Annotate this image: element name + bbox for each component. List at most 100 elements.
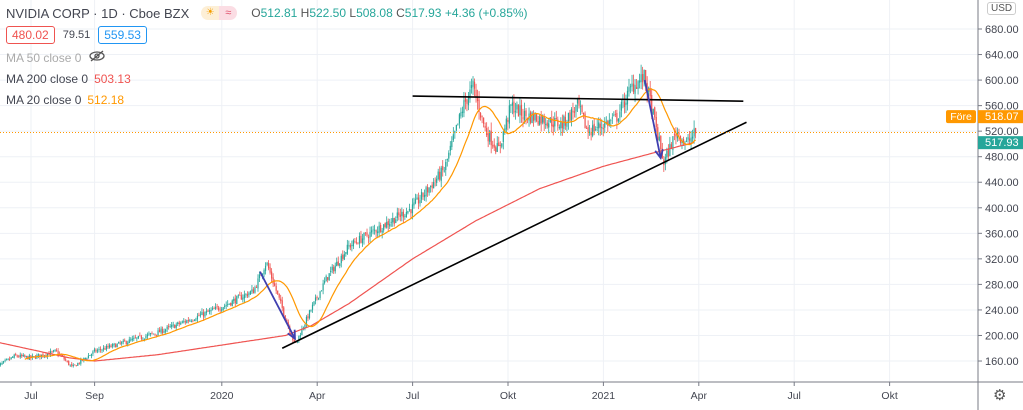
candle-body [349,245,351,248]
candle-body [146,334,149,337]
indicator-label: MA 50 close 0 [6,50,82,65]
buy-button[interactable]: 559.53 [98,26,147,44]
candle-body [263,270,265,275]
candle-body [48,353,50,355]
candle-body [10,357,12,359]
candle-body [490,130,492,146]
candle-body [593,123,595,132]
candle-body [319,291,321,298]
candle-body [124,340,126,342]
candle-body [383,224,385,231]
trendline [281,121,747,349]
candle-body [380,224,382,232]
candle-body [402,211,404,218]
sell-button[interactable]: 480.02 [6,26,55,44]
indicator-ma50[interactable]: MA 50 close 0 [6,47,528,68]
indicator-ma200[interactable]: MA 200 close 0 503.13 [6,68,528,89]
candle-body [68,360,70,365]
candle-body [452,134,454,141]
candle-body [549,117,551,123]
candle-body [454,131,456,134]
candle-body [234,298,236,304]
candle-body [595,129,597,131]
candle-body [142,338,144,340]
candle-body [596,127,598,129]
candle-body [118,342,120,344]
candle-body [420,191,423,200]
candle-body [672,136,674,151]
candle-body [313,301,315,305]
candle-body [487,133,489,142]
settings-gear-icon[interactable]: ⚙ [993,387,1007,404]
candle-body [442,166,444,171]
time-tick-label: Apr [309,390,326,402]
candle-body [122,340,124,343]
candle-body [584,113,586,129]
candle-body [557,119,559,127]
candle-body [9,358,11,360]
candle-body [325,276,327,282]
candle-body [366,232,368,236]
currency-label[interactable]: USD [987,2,1017,15]
candle-body [363,232,365,240]
candle-body [669,143,671,156]
candle-body [249,291,252,295]
time-tick-label: Apr [691,390,708,402]
price-tick-label: 520.00 [985,126,1019,138]
candle-body [55,350,58,352]
status-badges[interactable]: ☀ ≈ [201,6,238,20]
candle-body [12,357,14,358]
candle-body [316,296,318,299]
indicator-value: 512.18 [87,92,125,107]
candle-body [589,131,591,133]
candle-body [254,287,256,293]
candle-body [604,122,606,128]
candle-body [378,225,380,233]
candle-body [582,112,585,115]
candle-body [18,356,20,358]
hidden-eye-icon[interactable] [89,50,106,65]
candle-body [695,127,697,134]
price-tick-label: 680.00 [985,24,1019,36]
close-value: 517.93 +4.36 (+0.85%) [404,6,528,20]
candle-body [34,356,36,359]
candle-body [523,110,526,121]
candle-body [513,101,515,114]
candle-body [327,277,329,280]
indicator-ma20[interactable]: MA 20 close 0 512.18 [6,89,528,110]
candle-body [227,304,229,305]
candle-body [331,266,333,271]
delayed-data-icon: ≈ [219,6,238,20]
candle-body [112,344,114,347]
candle-body [181,321,183,323]
time-tick-label: Okt [881,390,897,402]
candle-body [236,296,238,305]
indicator-label: MA 20 close 0 [6,92,82,107]
candle-body [617,118,619,122]
candle-body [357,243,359,245]
candle-body [575,105,577,112]
candle-body [531,112,533,123]
candle-body [96,350,99,352]
price-tick-label: 600.00 [985,75,1019,87]
price-tick-label: 280.00 [985,279,1019,291]
candle-body [196,315,199,320]
candle-body [98,349,100,350]
candle-body [281,300,283,308]
pre-market-price-tag [978,110,1023,124]
candle-body [545,124,547,125]
symbol-title[interactable]: NVIDIA CORP · 1D · Cboe BZX [6,5,190,21]
candle-body [691,136,694,139]
candle-body [187,320,189,322]
candle-body [110,345,112,347]
candle-body [90,354,93,356]
candle-body [625,102,627,105]
last-price-tag [978,136,1023,150]
candle-body [602,127,604,130]
candle-body [267,263,270,269]
candle-body [116,343,118,347]
candle-body [7,358,9,360]
candle-body [635,87,638,89]
candle-body [78,362,80,364]
